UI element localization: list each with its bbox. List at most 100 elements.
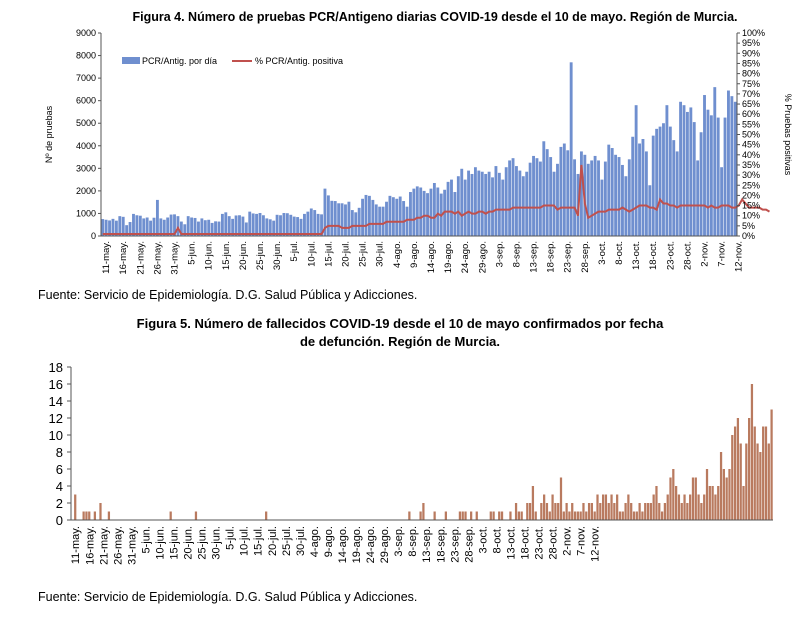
- fig5-bar: [571, 503, 574, 520]
- fig5-bar: [573, 511, 577, 520]
- fig4-bar: [364, 194, 368, 236]
- fig4-xtick-label: 2-nov.: [700, 241, 711, 267]
- fig4-bar: [525, 171, 529, 236]
- fig5-xtick-label: 3-sep.: [393, 526, 405, 557]
- fig4-bar: [692, 122, 696, 236]
- fig4-bar: [549, 157, 553, 236]
- fig5-ytick-label: 14: [49, 394, 63, 409]
- fig4-bar: [689, 107, 693, 237]
- fig5-bar: [596, 494, 599, 520]
- fig4-legend-bar-swatch: [122, 57, 140, 64]
- fig4-y2tick-label: 50%: [742, 130, 760, 140]
- fig5-xtick-label: 5-jun.: [140, 526, 152, 554]
- figure5-title-line1: Figura 5. Número de fallecidos COVID-19 …: [136, 316, 664, 331]
- fig4-bar: [337, 203, 341, 236]
- fig4-xtick-label: 15-jul.: [323, 241, 334, 267]
- fig4-bar: [655, 128, 659, 236]
- fig5-xtick-label: 8-oct.: [491, 526, 503, 554]
- figure5-title-line2: de defunción. Región de Murcia.: [299, 334, 501, 349]
- fig4-xtick-label: 30-jul.: [375, 241, 386, 267]
- fig4-bar: [484, 173, 488, 236]
- fig5-bar: [686, 503, 689, 520]
- fig4-y2tick-label: 5%: [742, 221, 755, 231]
- fig4-xtick-label: 28-oct.: [682, 241, 693, 270]
- fig4-bar: [665, 105, 669, 237]
- fig4-bar: [450, 179, 453, 236]
- fig4-bar: [169, 214, 173, 236]
- fig5-bar: [464, 511, 467, 520]
- fig5-xtick-label: 23-sep.: [449, 526, 461, 563]
- fig5-bar: [408, 511, 411, 520]
- fig4-y2tick-label: 75%: [742, 79, 760, 89]
- fig5-bar: [711, 486, 714, 520]
- fig5-xtick-label: 2-nov.: [562, 526, 574, 556]
- fig4-bar: [272, 220, 276, 236]
- fig5-bar: [531, 486, 535, 520]
- fig4-bar: [497, 172, 501, 236]
- fig4-bar: [535, 158, 539, 236]
- fig4-xtick-label: 25-jun.: [255, 241, 266, 270]
- fig5-bar: [649, 503, 652, 520]
- fig4-bar: [303, 213, 306, 236]
- fig4-bar: [477, 170, 481, 236]
- fig4-bar: [412, 188, 416, 236]
- fig5-bar: [733, 426, 737, 520]
- fig5-bar: [739, 443, 742, 520]
- fig4-bar: [285, 213, 289, 236]
- fig4-y2tick-label: 60%: [742, 109, 760, 119]
- fig4-xtick-label: 24-ago.: [460, 241, 471, 273]
- fig5-xtick-label: 30-jun.: [211, 526, 223, 560]
- fig4-bar: [159, 218, 163, 236]
- fig5-bar: [663, 503, 667, 520]
- fig5-bar: [672, 469, 675, 520]
- fig5-bar: [534, 511, 537, 520]
- fig5-xtick-label: 18-oct.: [519, 526, 531, 560]
- fig5-bar: [759, 452, 762, 520]
- fig4-bar: [231, 218, 235, 236]
- fig4-bar: [200, 218, 204, 236]
- fig4-bar: [173, 214, 176, 236]
- fig4-bar: [251, 213, 255, 236]
- fig4-bar: [395, 198, 399, 236]
- fig4-bar: [409, 192, 412, 236]
- fig4-bar: [706, 109, 710, 236]
- fig5-xtick-label: 28-sep.: [463, 526, 475, 563]
- fig4-bar: [385, 201, 388, 236]
- fig4-y2tick-label: 80%: [742, 69, 760, 79]
- fig4-bar: [381, 206, 385, 236]
- fig4-bar: [217, 221, 221, 236]
- fig4-bar: [556, 163, 559, 236]
- fig4-bar: [504, 167, 508, 236]
- fig4-bar: [309, 208, 313, 236]
- fig4-bar: [644, 151, 648, 236]
- fig5-xtick-label: 8-sep.: [407, 526, 419, 557]
- fig4-bar: [279, 215, 282, 236]
- fig4-bar: [193, 217, 197, 236]
- fig5-bar: [559, 477, 563, 520]
- fig4-bar: [614, 154, 618, 236]
- fig5-bar: [714, 494, 717, 520]
- fig4-bar: [634, 105, 638, 237]
- fig5-bar: [585, 511, 588, 520]
- fig4-bar: [289, 214, 293, 236]
- fig4-bar: [621, 164, 624, 236]
- fig5-bar: [607, 503, 610, 520]
- fig5-xtick-label: 14-ago.: [337, 526, 349, 563]
- fig5-bar: [675, 486, 678, 520]
- fig4-bar: [183, 224, 187, 236]
- fig4-bar: [542, 141, 546, 236]
- fig5-bar: [708, 486, 711, 520]
- fig4-ytick-label: 2000: [76, 186, 96, 196]
- fig4-ytick-label: 8000: [76, 51, 96, 61]
- fig5-bar: [517, 511, 520, 520]
- fig4-bar: [261, 215, 265, 236]
- fig4-ytick-label: 7000: [76, 73, 96, 83]
- fig4-bar: [162, 219, 166, 236]
- fig4-bar: [186, 216, 190, 236]
- fig5-xtick-label: 9-ago.: [323, 526, 335, 557]
- fig5-bar: [99, 503, 102, 520]
- fig4-bar: [600, 179, 604, 236]
- fig4-bar: [135, 215, 139, 236]
- fig5-xtick-label: 12-nov.: [590, 526, 602, 562]
- fig4-bar: [296, 217, 300, 236]
